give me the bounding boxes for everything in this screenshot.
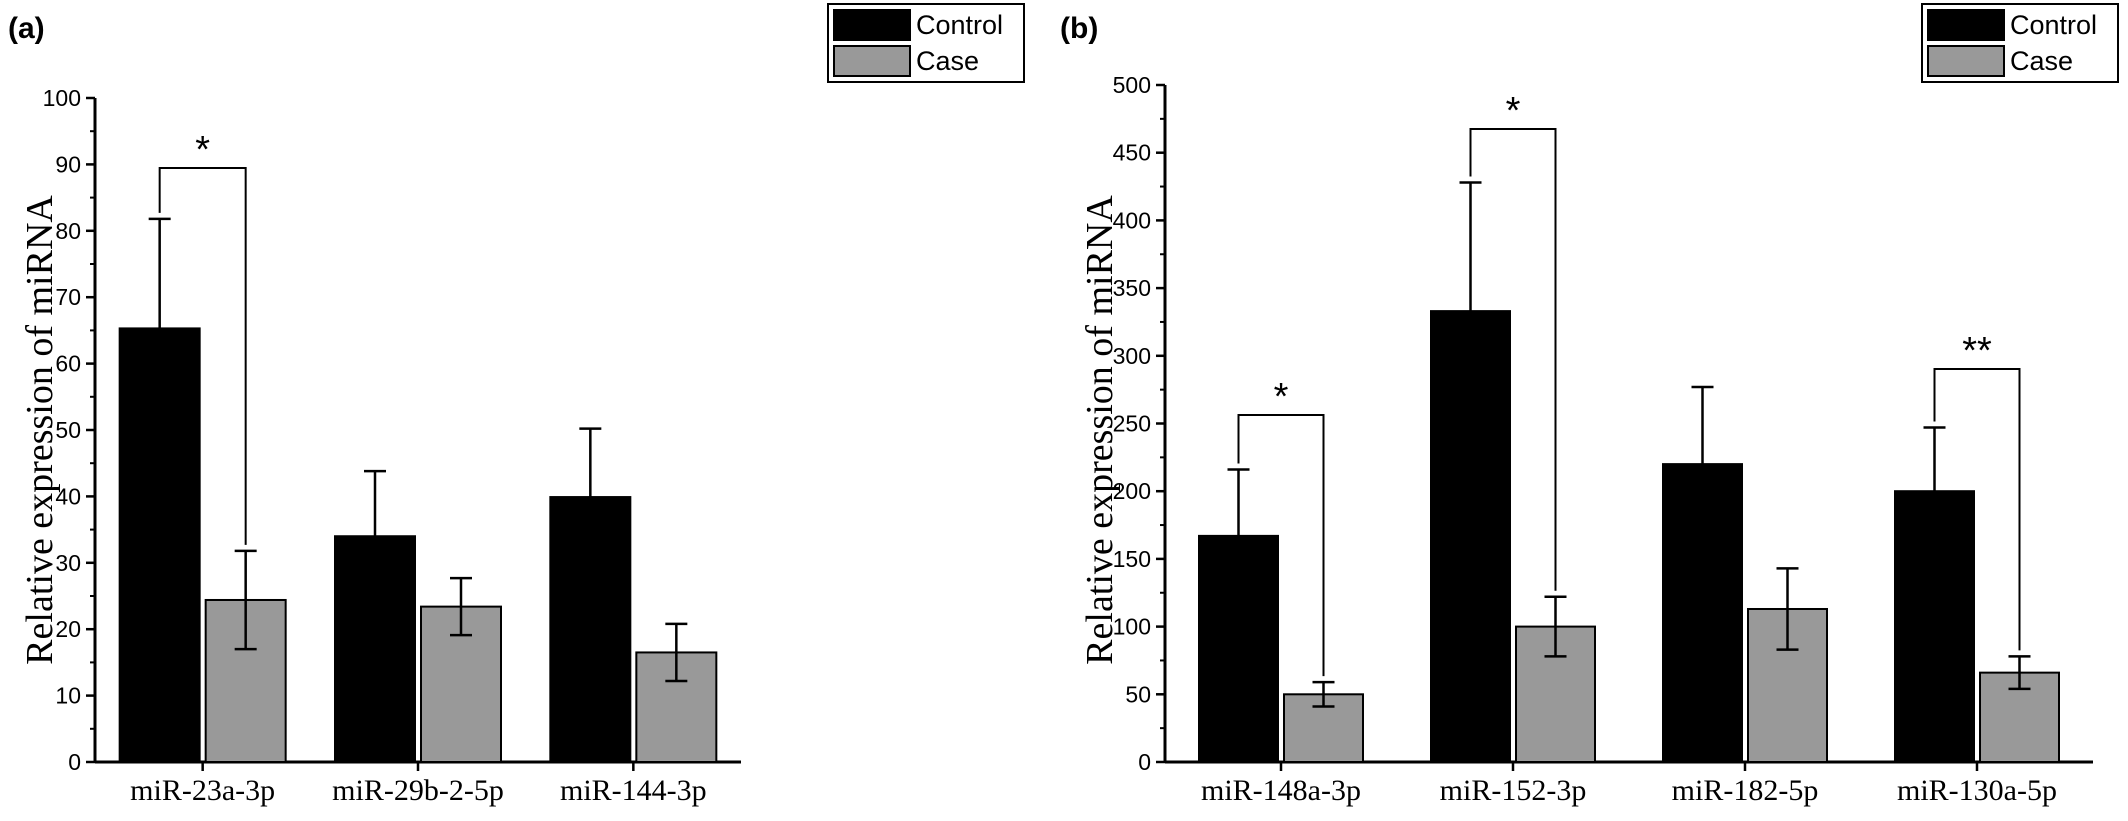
y-tick-label: 70 [55, 284, 81, 310]
y-tick-label: 100 [1113, 614, 1151, 640]
legend-label-control: Control [2010, 10, 2097, 40]
y-tick-label: 80 [55, 218, 81, 244]
y-tick-label: 0 [1138, 749, 1151, 775]
bar-control-miR-152-3p [1430, 310, 1511, 763]
significance-marker: * [1506, 90, 1521, 132]
y-axis-label: Relative expression of miRNA [19, 195, 61, 665]
y-tick-label: 250 [1113, 411, 1151, 437]
y-tick-label: 300 [1113, 343, 1151, 369]
legend-label-case: Case [916, 46, 979, 76]
bar-control-miR-144-3p [549, 496, 632, 763]
bar-control-miR-182-5p [1662, 463, 1743, 763]
x-tick-label: miR-29b-2-5p [332, 774, 504, 807]
y-tick-label: 350 [1113, 275, 1151, 301]
x-tick-label: miR-182-5p [1672, 774, 1819, 807]
bar-control-miR-130a-5p [1894, 490, 1975, 763]
legend-label-case: Case [2010, 46, 2073, 76]
significance-marker: * [1274, 376, 1289, 418]
legend-swatch-control [833, 9, 911, 41]
significance-marker: * [626, 0, 641, 9]
x-tick-label: miR-144-3p [560, 774, 707, 807]
y-tick-label: 450 [1113, 140, 1151, 166]
y-tick-label: 200 [1113, 478, 1151, 504]
y-tick-label: 30 [55, 550, 81, 576]
significance-marker: ** [1962, 330, 1992, 372]
x-tick-label: miR-130a-5p [1897, 774, 2057, 807]
significance-bracket [1933, 368, 2021, 651]
y-tick-label: 100 [43, 85, 81, 111]
y-axis-label: Relative expression of miRNA [1079, 195, 1121, 665]
legend: Control Case [1921, 3, 2119, 83]
significance-bracket [1237, 414, 1325, 677]
bar-control-miR-23a-3p [118, 327, 201, 763]
x-tick-label: miR-148a-3p [1201, 774, 1361, 807]
chart-panel-a: (a) 0 10 20 30 40 50 60 70 80 90 100 Relative expres… [8, 0, 1025, 807]
y-tick-label: 60 [55, 351, 81, 377]
y-tick-label: 20 [55, 616, 81, 642]
panel-label: (a) [8, 12, 45, 45]
chart-panel-b: (b) 0 50 100 150 200 250 300 350 400 450 500 Relativ… [1060, 3, 2119, 807]
y-tick-label: 10 [55, 683, 81, 709]
y-tick-label: 150 [1113, 546, 1151, 572]
x-tick-label: miR-23a-3p [130, 774, 275, 807]
y-tick-label: 50 [55, 417, 81, 443]
bar-case-miR-152-3p [1515, 625, 1596, 763]
legend-swatch-case [833, 45, 911, 77]
panel-label: (b) [1060, 12, 1098, 45]
legend-swatch-control [1927, 9, 2005, 41]
x-tick-label: miR-152-3p [1440, 774, 1587, 807]
y-tick-label: 90 [55, 151, 81, 177]
y-tick-label: 400 [1113, 207, 1151, 233]
y-tick-label: 500 [1113, 72, 1151, 98]
bar-control-miR-148a-3p [1198, 534, 1279, 764]
y-tick-label: 0 [68, 749, 81, 775]
significance-bracket [158, 167, 247, 545]
significance-marker: * [195, 129, 210, 171]
y-tick-label: 40 [55, 483, 81, 509]
legend-label-control: Control [916, 10, 1003, 40]
bar-control-miR-29b-2-5p [334, 535, 416, 763]
y-tick-label: 50 [1125, 681, 1151, 707]
significance-bracket [1469, 128, 1557, 591]
legend: Control Case [827, 3, 1025, 83]
legend-swatch-case [1927, 45, 2005, 77]
